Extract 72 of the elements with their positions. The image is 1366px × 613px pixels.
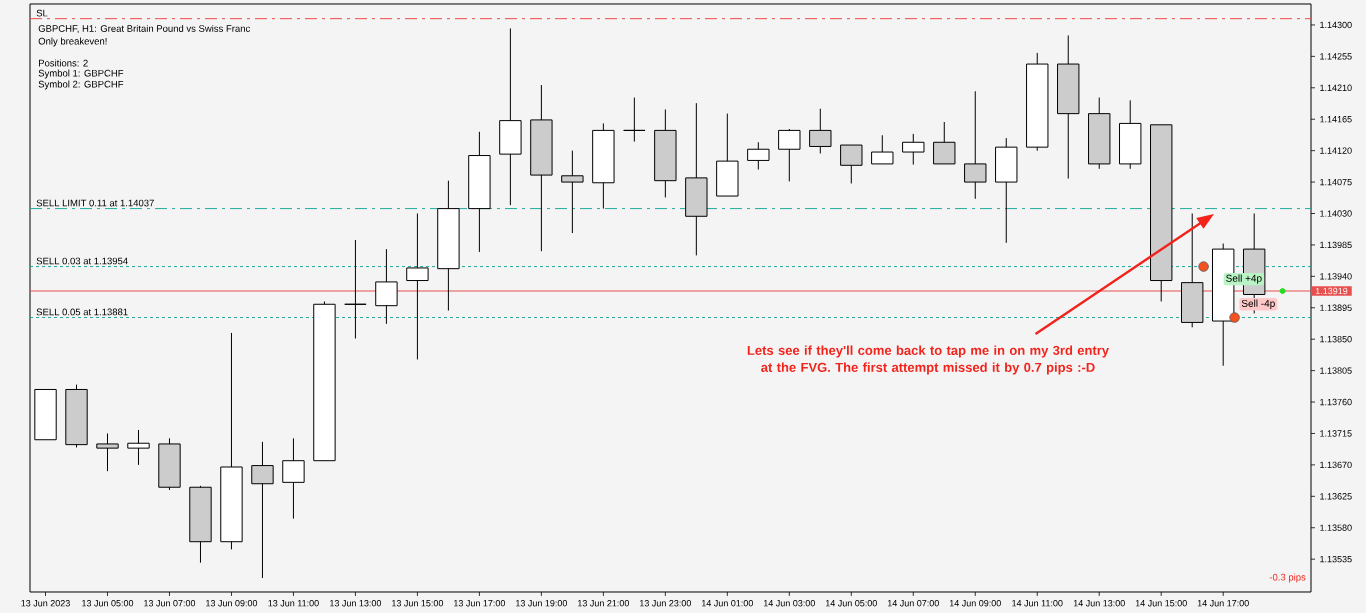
x-tick-label: 14 Jun 03:00 bbox=[763, 600, 815, 607]
candlestick bbox=[344, 239, 367, 339]
point bbox=[1198, 261, 1209, 272]
y-tick-label: 1.14210 bbox=[1320, 84, 1352, 91]
y-tick-label: 1.14075 bbox=[1320, 178, 1352, 186]
point bbox=[1279, 288, 1286, 295]
y-tick-label: 1.14030 bbox=[1320, 210, 1352, 217]
x-tick-label: 13 Jun 09:00 bbox=[206, 600, 258, 607]
point bbox=[1229, 312, 1240, 323]
candlestick bbox=[933, 121, 956, 165]
annotation: Sell +4p bbox=[1226, 274, 1262, 284]
candlestick bbox=[561, 150, 584, 234]
ref-line-label: 1.13919 bbox=[1315, 287, 1348, 295]
annotation: Only breakeven! bbox=[38, 37, 107, 47]
y-tick-label: 1.13850 bbox=[1320, 336, 1352, 343]
annotation: Positions: 2 bbox=[39, 59, 88, 67]
candlestick bbox=[840, 144, 863, 184]
x-tick-label: 13 Jun 23:00 bbox=[640, 600, 692, 607]
x-tick-label: 14 Jun 11:00 bbox=[1012, 600, 1063, 607]
x-tick-label: 14 Jun 15:00 bbox=[1135, 600, 1187, 607]
x-tick-label: 14 Jun 07:00 bbox=[887, 600, 939, 607]
y-tick-label: 1.14255 bbox=[1320, 53, 1352, 60]
ref-line-label: SELL 0.03 at 1.13954 bbox=[36, 257, 128, 265]
x-tick-label: 14 Jun 13:00 bbox=[1073, 600, 1125, 607]
y-tick-label: 1.13715 bbox=[1320, 430, 1352, 437]
x-tick-label: 13 Jun 19:00 bbox=[516, 600, 568, 607]
text: GBPCHF, H1: Great Britain Pound vs Swiss Franc bbox=[38, 24, 250, 34]
candlestick bbox=[96, 432, 119, 472]
candlestick bbox=[902, 133, 925, 166]
y-tick-label: 1.14165 bbox=[1320, 116, 1352, 123]
y-tick-label: 1.13940 bbox=[1320, 273, 1352, 280]
x-tick-label: 14 Jun 09:00 bbox=[949, 600, 1001, 607]
candlestick bbox=[747, 141, 770, 170]
candlestick bbox=[375, 248, 398, 325]
x-tick-label: 13 Jun 17:00 bbox=[454, 600, 506, 607]
x-tick-label: 13 Jun 21:00 bbox=[578, 600, 630, 607]
candlestick bbox=[809, 108, 832, 154]
y-tick-label: 1.13985 bbox=[1320, 241, 1352, 249]
x-tick-label: 14 Jun 01:00 bbox=[702, 600, 753, 607]
candlestick bbox=[871, 134, 894, 165]
candlestick bbox=[127, 429, 150, 466]
ref-line-label: SL bbox=[36, 9, 48, 17]
y-tick-label: 1.13625 bbox=[1320, 493, 1352, 500]
annotation: Lets see if they'll come back to tap me in on my 3rd entry at the FVG. The first attempt missed it by 0.7 pips :-D bbox=[747, 345, 1109, 375]
candlestick bbox=[778, 128, 801, 182]
annotation: -0.3 pips bbox=[1269, 573, 1306, 583]
annotation: Symbol 2: GBPCHF bbox=[38, 80, 124, 90]
y-tick-label: 1.13535 bbox=[1320, 555, 1352, 563]
candlestick bbox=[251, 441, 274, 579]
x-tick-label: 14 Jun 17:00 bbox=[1197, 600, 1249, 607]
x-tick-label: 14 Jun 05:00 bbox=[825, 600, 877, 607]
x-tick-label: 13 Jun 15:00 bbox=[392, 600, 444, 607]
annotation: Symbol 1: GBPCHF bbox=[38, 69, 124, 79]
candlestick bbox=[406, 213, 429, 360]
candlestick bbox=[282, 437, 305, 520]
annotation: Sell -4p bbox=[1241, 299, 1275, 309]
x-tick-label: 13 Jun 05:00 bbox=[82, 600, 134, 607]
y-tick-label: 1.13580 bbox=[1320, 524, 1352, 531]
y-tick-label: 1.13670 bbox=[1320, 461, 1352, 469]
y-tick-label: 1.14300 bbox=[1320, 21, 1352, 29]
y-tick-label: 1.13895 bbox=[1320, 304, 1352, 311]
x-tick-label: 13 Jun 07:00 bbox=[144, 600, 196, 607]
ref-line-label: SELL 0.05 at 1.13881 bbox=[36, 308, 128, 316]
x-tick-label: 13 Jun 11:00 bbox=[268, 600, 319, 607]
y-tick-label: 1.14120 bbox=[1320, 147, 1352, 154]
y-tick-label: 1.13760 bbox=[1320, 398, 1352, 406]
x-tick-label: 13 Jun 13:00 bbox=[330, 600, 382, 607]
candlestick bbox=[964, 90, 987, 200]
candlestick bbox=[623, 97, 646, 143]
y-tick-label: 1.13805 bbox=[1320, 367, 1352, 374]
ref-line-label: SELL LIMIT 0.11 at 1.14037 bbox=[36, 199, 154, 207]
x-tick-label: 13 Jun 2023 bbox=[21, 600, 70, 607]
